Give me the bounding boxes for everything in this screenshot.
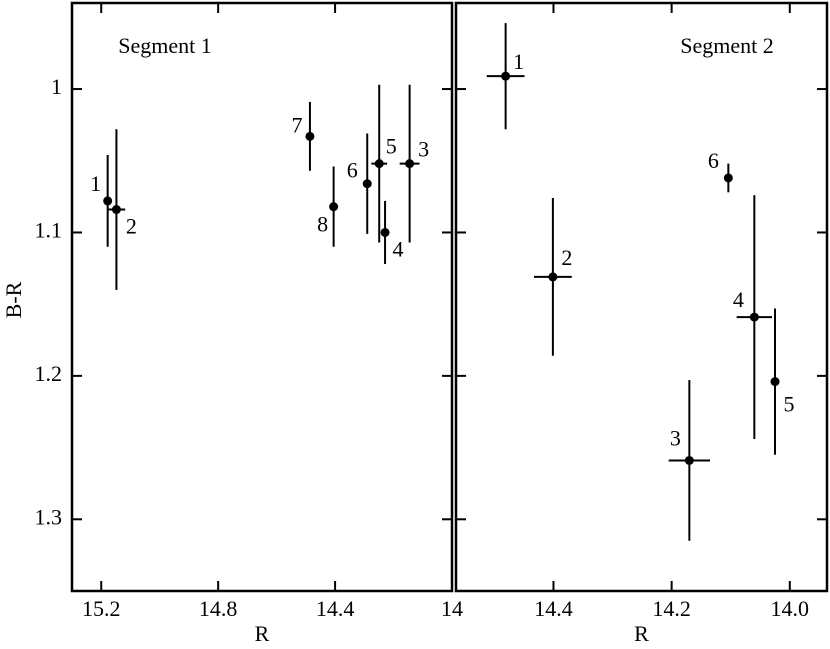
y-tick-label: 1.3: [35, 504, 63, 529]
x-axis-label: R: [634, 621, 649, 646]
point-label: 6: [347, 158, 358, 183]
point-label: 3: [670, 426, 681, 451]
point-label: 8: [317, 212, 328, 237]
data-point: [749, 312, 759, 322]
point-label: 3: [418, 137, 429, 162]
point-label: 4: [393, 237, 404, 262]
x-axis-label: R: [255, 621, 270, 646]
plot-frame: [70, 1, 454, 593]
point-label: 7: [291, 112, 302, 137]
data-point: [305, 131, 315, 141]
x-tick-label: 14.4: [534, 596, 573, 621]
point-label: 5: [386, 134, 397, 159]
data-point: [374, 159, 384, 169]
y-tick-label: 1.1: [35, 218, 63, 243]
data-point: [501, 71, 511, 81]
point-label: 1: [513, 49, 524, 74]
data-point: [103, 196, 113, 206]
x-tick-label: 14: [441, 596, 463, 621]
x-tick-label: 14.2: [652, 596, 691, 621]
panel-title: Segment 2: [680, 33, 774, 58]
y-tick-label: 1: [51, 74, 62, 99]
x-tick-label: 14.4: [316, 596, 355, 621]
data-point: [770, 377, 780, 387]
data-point: [723, 173, 733, 183]
point-label: 2: [126, 214, 137, 239]
x-tick-label: 14.0: [771, 596, 810, 621]
point-label: 1: [90, 171, 101, 196]
data-point: [111, 205, 121, 215]
data-point: [405, 159, 415, 169]
y-axis-label: B-R: [1, 281, 26, 318]
data-point: [329, 202, 339, 212]
point-label: 5: [784, 392, 795, 417]
plot-frame: [454, 1, 829, 593]
data-point: [684, 455, 694, 465]
data-point: [362, 179, 372, 189]
point-label: 2: [561, 245, 572, 270]
panel-title: Segment 1: [118, 33, 212, 58]
x-tick-label: 14.8: [199, 596, 238, 621]
y-tick-label: 1.2: [35, 361, 63, 386]
x-tick-label: 15.2: [82, 596, 121, 621]
point-label: 4: [733, 287, 744, 312]
data-point: [380, 227, 390, 237]
point-label: 6: [708, 148, 719, 173]
data-point: [548, 272, 558, 282]
